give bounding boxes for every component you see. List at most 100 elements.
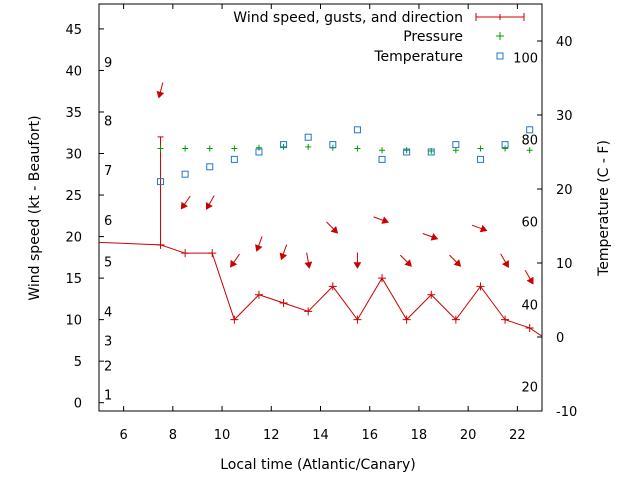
x-tick-label: 12 bbox=[263, 428, 280, 443]
y-left-tick-label: 40 bbox=[65, 64, 82, 79]
fahrenheit-label: 80 bbox=[521, 133, 538, 148]
wind-direction-arrow bbox=[353, 252, 362, 269]
x-tick-label: 8 bbox=[169, 428, 177, 443]
legend-swatch-pressure bbox=[496, 32, 504, 40]
wind-arrow-head bbox=[453, 259, 462, 267]
fahrenheit-label: 40 bbox=[521, 298, 538, 313]
x-tick-label: 16 bbox=[361, 428, 378, 443]
legend-label-temperature: Temperature bbox=[373, 49, 463, 65]
legend-label-wind: Wind speed, gusts, and direction bbox=[233, 10, 463, 26]
temperature-point bbox=[304, 133, 312, 141]
wind-speed-point bbox=[328, 282, 337, 291]
x-axis-title: Local time (Atlantic/Canary) bbox=[220, 457, 416, 473]
temperature-point bbox=[476, 155, 484, 163]
wind-arrow-head bbox=[479, 224, 488, 233]
x-tick-label: 14 bbox=[312, 428, 329, 443]
y-right-tick-label: 30 bbox=[556, 109, 573, 124]
temperature-point bbox=[501, 141, 509, 149]
beaufort-label: 2 bbox=[104, 359, 112, 374]
wind-speed-point bbox=[181, 249, 190, 258]
wind-direction-arrow bbox=[255, 236, 263, 252]
pressure-point bbox=[305, 143, 312, 150]
temperature-point bbox=[403, 148, 411, 156]
wind-speed-point bbox=[353, 315, 362, 324]
wind-direction-arrow bbox=[230, 253, 240, 268]
pressure-point bbox=[206, 145, 213, 152]
wind-arrow-head bbox=[330, 226, 339, 234]
pressure-point bbox=[477, 145, 484, 152]
beaufort-label: 4 bbox=[104, 305, 112, 320]
y-right-tick-label: 0 bbox=[556, 331, 564, 346]
wind-arrow-head bbox=[304, 261, 313, 269]
beaufort-label: 7 bbox=[104, 164, 112, 179]
beaufort-label: 9 bbox=[104, 56, 112, 71]
fahrenheit-label: 20 bbox=[521, 381, 538, 396]
wind-arrow-head bbox=[404, 259, 412, 267]
wind-direction-arrow bbox=[500, 253, 509, 268]
y-left-tick-label: 10 bbox=[65, 314, 82, 329]
beaufort-label: 3 bbox=[104, 334, 112, 349]
wind-speed-point bbox=[501, 315, 510, 324]
y-right-tick-label: 10 bbox=[556, 257, 573, 272]
temperature-point bbox=[526, 126, 534, 134]
wind-speed-point bbox=[304, 307, 313, 316]
pressure-point bbox=[379, 147, 386, 154]
wind-speed-point bbox=[427, 290, 436, 299]
wind-direction-arrow bbox=[205, 195, 215, 210]
beaufort-label: 5 bbox=[104, 255, 112, 270]
y-left-tick-label: 0 bbox=[74, 397, 82, 412]
wind-direction-arrow bbox=[373, 216, 390, 224]
pressure-point bbox=[452, 147, 459, 154]
data-layer bbox=[99, 82, 542, 337]
wind-speed-point bbox=[378, 274, 387, 283]
axis-labels: 6 8 10 12 14 16 18 20 22051015202530354045-10010… bbox=[65, 23, 577, 443]
temperature-point bbox=[230, 155, 238, 163]
temperature-point bbox=[353, 126, 361, 134]
legend: Wind speed, gusts, and direction Pressur… bbox=[233, 10, 525, 65]
pressure-point bbox=[526, 147, 533, 154]
wind-direction-arrow bbox=[279, 244, 288, 261]
y-right-axis-title: Temperature (C - F) bbox=[596, 140, 612, 277]
pressure-point bbox=[157, 145, 164, 152]
wind-direction-arrow bbox=[304, 252, 313, 269]
x-tick-label: 20 bbox=[460, 428, 477, 443]
wind-speed-point bbox=[476, 282, 485, 291]
wind-speed-point bbox=[402, 315, 411, 324]
wind-arrow-head bbox=[205, 202, 213, 210]
temperature-point bbox=[329, 141, 337, 149]
wind-arrow-head bbox=[430, 233, 439, 241]
y-left-tick-label: 25 bbox=[65, 189, 82, 204]
wind-arrow-head bbox=[230, 259, 238, 268]
wind-arrow-head bbox=[279, 252, 288, 261]
x-tick-label: 10 bbox=[214, 428, 231, 443]
wind-arrow-head bbox=[526, 276, 534, 285]
temperature-point bbox=[427, 148, 435, 156]
wind-speed-point bbox=[254, 290, 263, 299]
beaufort-label: 6 bbox=[104, 214, 112, 229]
pressure-point bbox=[403, 147, 410, 154]
wind-speed-point bbox=[525, 323, 534, 332]
pressure-point bbox=[255, 144, 262, 151]
fahrenheit-label: 60 bbox=[521, 216, 538, 231]
wind-direction-arrow bbox=[326, 221, 339, 234]
x-tick-label: 22 bbox=[509, 428, 526, 443]
y-left-tick-label: 30 bbox=[65, 148, 82, 163]
y-right-tick-label: -10 bbox=[556, 405, 577, 420]
wind-arrow-head bbox=[156, 90, 165, 99]
fahrenheit-label: 100 bbox=[513, 51, 538, 66]
wind-arrow-head bbox=[255, 244, 263, 252]
temperature-point bbox=[255, 148, 263, 156]
wind-speed-line bbox=[99, 241, 542, 337]
x-tick-label: 6 bbox=[119, 428, 127, 443]
temperature-point bbox=[157, 178, 165, 186]
temperature-point bbox=[280, 141, 288, 149]
wind-direction-arrow bbox=[524, 270, 534, 285]
pressure-point bbox=[231, 145, 238, 152]
plot-frame bbox=[98, 3, 543, 412]
wind-arrow-head bbox=[502, 260, 509, 268]
y-left-tick-label: 15 bbox=[65, 272, 82, 287]
temperature-point bbox=[452, 141, 460, 149]
y-left-tick-label: 20 bbox=[65, 231, 82, 246]
pressure-point bbox=[502, 145, 509, 152]
